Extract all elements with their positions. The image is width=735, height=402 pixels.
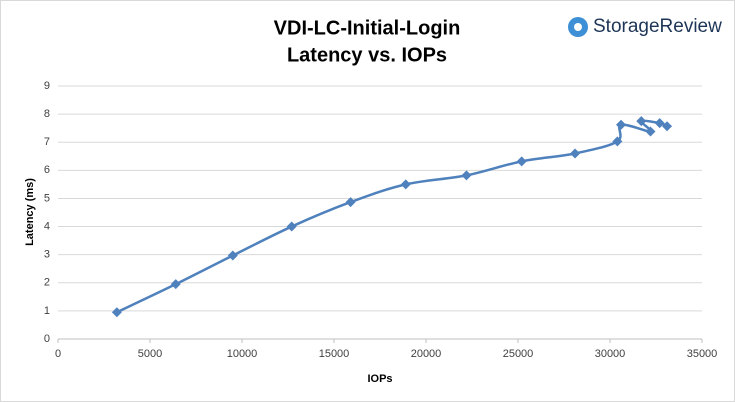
x-tick-label: 0 [55, 348, 61, 360]
data-point [111, 307, 122, 318]
logo-text: StorageReview [593, 16, 722, 37]
chart-subtitle: Latency vs. IOPs [287, 44, 447, 66]
data-point [662, 121, 673, 132]
x-tick-label: 15000 [319, 348, 350, 360]
data-point [227, 250, 238, 261]
y-tick-label: 5 [44, 192, 50, 204]
data-point [654, 118, 665, 129]
x-tick-label: 10000 [227, 348, 258, 360]
y-tick-label: 9 [44, 80, 50, 92]
data-point [612, 136, 623, 147]
data-point [636, 116, 647, 127]
data-point [645, 126, 656, 137]
data-point [570, 148, 581, 159]
y-tick-label: 0 [44, 333, 50, 345]
data-point [461, 170, 472, 181]
data-point [616, 119, 627, 130]
y-axis-title: Latency (ms) [24, 178, 36, 246]
x-tick-label: 35000 [687, 348, 718, 360]
y-tick-label: 6 [44, 164, 50, 176]
y-tick-label: 8 [44, 108, 50, 120]
chart-title: VDI-LC-Initial-Login [274, 17, 461, 39]
x-axis-title: IOPs [367, 373, 392, 385]
data-point [345, 197, 356, 208]
x-tick-label: 30000 [595, 348, 626, 360]
y-tick-label: 7 [44, 136, 50, 148]
y-tick-label: 4 [44, 220, 50, 232]
y-tick-label: 2 [44, 277, 50, 289]
data-point [170, 279, 181, 290]
data-point [516, 156, 527, 167]
x-tick-label: 5000 [138, 348, 162, 360]
y-tick-label: 3 [44, 249, 50, 261]
logo-icon [568, 17, 588, 37]
data-point [400, 179, 411, 190]
y-tick-label: 1 [44, 305, 50, 317]
x-tick-label: 20000 [411, 348, 442, 360]
data-point [286, 221, 297, 232]
x-tick-label: 25000 [503, 348, 534, 360]
